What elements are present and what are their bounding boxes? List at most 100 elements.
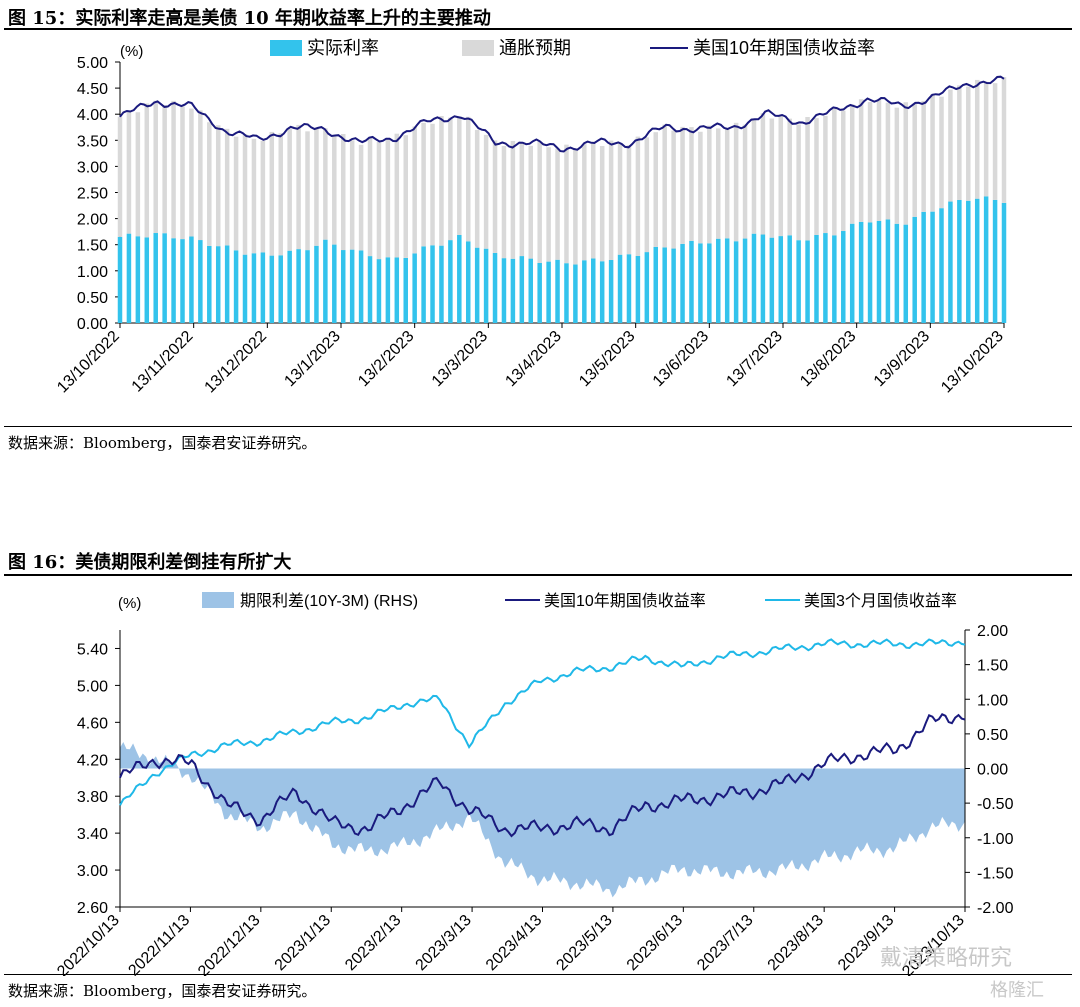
bar-real-rate <box>367 256 373 323</box>
bar-real-rate <box>207 245 212 323</box>
bar-inflation <box>421 122 426 247</box>
x-tick-label: 13/1/2023 <box>281 328 343 390</box>
bar-inflation <box>689 127 694 241</box>
bar-real-rate <box>644 252 650 323</box>
figure-1-bottom-rule <box>4 426 1072 427</box>
figure-2-top-rule <box>4 574 1072 576</box>
bar-inflation <box>974 79 980 199</box>
x-tick-label: 13/9/2023 <box>871 328 933 390</box>
bar-real-rate <box>233 250 239 323</box>
bar-real-rate <box>742 238 748 323</box>
bar-inflation <box>198 110 203 241</box>
bar-inflation <box>546 147 551 262</box>
x-tick-label: 2022/10/13 <box>54 912 123 976</box>
figure-1-chart: 实际利率 通胀预期 美国10年期国债收益率 (%) 5.00 4.50 4.00 3.50 3.… <box>54 38 1007 396</box>
figure-2-source: 数据来源：Bloomberg，国泰君安证券研究。 <box>8 982 317 1000</box>
bar-real-rate <box>903 224 909 323</box>
bar-inflation <box>340 133 346 251</box>
bar-real-rate <box>841 231 846 323</box>
figure-1: 图 15：实际利率走高是美债 10 年期收益率上升的主要推动 实际利率 通胀预期 美… <box>0 0 1080 460</box>
bar-inflation <box>287 129 292 251</box>
bar-inflation <box>349 140 355 250</box>
bar-real-rate <box>314 245 319 323</box>
legend-swatch-inflation <box>462 40 494 56</box>
bar-real-rate <box>180 239 185 323</box>
bar-inflation <box>644 137 650 253</box>
y-tick-label: 0.00 <box>77 316 108 333</box>
bar-real-rate <box>555 259 560 323</box>
legend-label-10y: 美国10年期国债收益率 <box>544 592 706 610</box>
watermark-brand: 戴清策略研究 <box>880 946 1013 971</box>
bar-real-rate <box>135 236 141 323</box>
bar-inflation <box>698 131 703 244</box>
bar-inflation <box>787 118 792 236</box>
y-tick-label: 2.60 <box>77 900 108 917</box>
bar-real-rate <box>716 238 721 323</box>
bar-real-rate <box>876 220 882 323</box>
y2-tick-label: -1.50 <box>977 865 1014 882</box>
legend-label-yield: 美国10年期国债收益率 <box>693 38 875 58</box>
watermark-logo: 格隆汇 <box>990 980 1044 1001</box>
y-tick-label: 5.40 <box>77 641 108 658</box>
figure-2-title: 图 16：美债期限利差倒挂有所扩大 <box>8 552 292 573</box>
bar-inflation <box>519 142 525 257</box>
bar-inflation <box>858 99 864 222</box>
legend-label-spread: 期限利差(10Y-3M) (RHS) <box>240 592 418 610</box>
x-tick-label: 13/6/2023 <box>650 328 712 390</box>
bar-real-rate <box>305 250 310 323</box>
bar-real-rate <box>358 250 364 323</box>
bar-inflation <box>430 123 435 246</box>
bar-real-rate <box>983 196 989 323</box>
y-tick-label: 4.20 <box>77 752 108 769</box>
bar-inflation <box>332 136 337 245</box>
bar-inflation <box>242 134 248 255</box>
y2-tick-label: -2.00 <box>977 900 1014 917</box>
bar-real-rate <box>296 249 301 323</box>
bar-inflation <box>876 98 882 221</box>
y-tick-label: 1.50 <box>77 238 108 255</box>
bar-inflation <box>733 122 739 242</box>
bar-real-rate <box>162 233 167 323</box>
x-tick-label: 2023/3/13 <box>413 912 475 974</box>
bar-inflation <box>930 94 935 212</box>
legend-label-inflation: 通胀预期 <box>499 38 571 58</box>
bar-inflation <box>1001 77 1007 203</box>
bar-real-rate <box>242 254 248 323</box>
bar-real-rate <box>992 199 998 323</box>
bar-inflation <box>653 132 659 247</box>
bar-inflation <box>233 136 239 251</box>
bar-real-rate <box>974 198 980 323</box>
bar-inflation <box>510 140 516 259</box>
bar-real-rate <box>117 236 123 323</box>
bar-inflation <box>769 118 775 238</box>
bar-real-rate <box>724 238 730 323</box>
bar-real-rate <box>814 234 819 323</box>
bar-real-rate <box>751 233 757 323</box>
bar-inflation <box>314 128 319 246</box>
bar-real-rate <box>760 234 766 323</box>
bar-real-rate <box>403 257 408 323</box>
bar-real-rate <box>653 246 659 323</box>
bar-inflation <box>948 89 953 202</box>
bar-real-rate <box>340 250 346 323</box>
bar-inflation <box>617 142 623 255</box>
bar-real-rate <box>930 211 935 323</box>
y-tick-label: 4.00 <box>77 107 108 124</box>
y2-tick-label: 0.50 <box>977 727 1008 744</box>
bar-real-rate <box>573 264 578 323</box>
bar-inflation <box>957 85 962 200</box>
bar-inflation <box>126 110 132 234</box>
bar-real-rate <box>858 221 864 323</box>
bar-real-rate <box>501 258 507 323</box>
bar-real-rate <box>582 260 587 323</box>
bar-real-rate <box>966 200 971 323</box>
bar-inflation <box>180 106 185 240</box>
figure-2-chart: 期限利差(10Y-3M) (RHS) 美国10年期国债收益率 美国3个月国债收益率 (… <box>54 592 1014 976</box>
bar-real-rate <box>805 240 810 323</box>
bar-real-rate <box>528 258 533 323</box>
bar-inflation <box>224 128 230 246</box>
bar-inflation <box>885 102 891 220</box>
bar-inflation <box>358 144 364 251</box>
bar-inflation <box>921 100 926 212</box>
bar-real-rate <box>689 240 694 323</box>
